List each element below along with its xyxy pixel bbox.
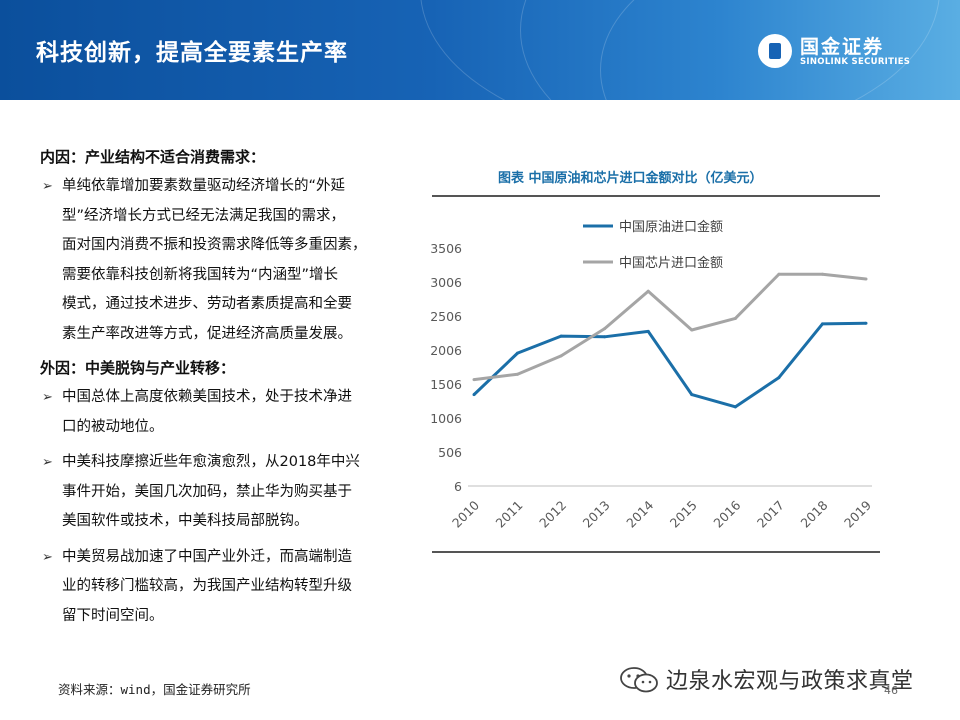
bullet-line: 模式，通过技术进步、劳动者素质提高和全要 bbox=[62, 296, 352, 312]
logo-name-en: SINOLINK SECURITIES bbox=[800, 57, 911, 67]
data-point bbox=[690, 393, 694, 397]
header-banner: 科技创新，提高全要素生产率 国金证券 SINOLINK SECURITIES bbox=[0, 0, 960, 100]
x-tick-label: 2010 bbox=[449, 497, 482, 530]
bullet-line: 单纯依靠增加要素数量驱动经济增长的“外延 bbox=[62, 178, 346, 194]
x-tick-label: 2017 bbox=[754, 498, 787, 531]
bullet-line: 事件开始，美国几次加码，禁止华为购买基于 bbox=[62, 483, 352, 500]
bullet-line: 美国软件或技术，中美科技局部脱钩。 bbox=[62, 513, 309, 529]
data-point bbox=[733, 316, 737, 320]
bullet-line: 中美贸易战加速了中国产业外迁，而高端制造 bbox=[62, 548, 352, 565]
data-point bbox=[777, 376, 781, 380]
bullet-line: 中美科技摩擦近些年愈演愈烈，从2018年中兴 bbox=[62, 454, 360, 470]
x-tick-label: 2015 bbox=[667, 498, 700, 531]
data-point bbox=[516, 372, 520, 376]
x-tick-label: 2011 bbox=[493, 498, 526, 531]
source-note: 资料来源：wind，国金证券研究所 bbox=[58, 682, 251, 697]
external-bullet: ➢ 中国总体上高度依赖美国技术，处于技术净进 口的被动地位。 bbox=[40, 383, 420, 442]
external-bullet: ➢ 中美科技摩擦近些年愈演愈烈，从2018年中兴 事件开始，美国几次加码，禁止华为购… bbox=[40, 448, 420, 537]
bullet-arrow-icon: ➢ bbox=[42, 179, 53, 194]
data-point bbox=[559, 334, 563, 338]
y-tick-label: 3506 bbox=[430, 241, 462, 256]
data-point bbox=[864, 277, 868, 281]
page-title: 科技创新，提高全要素生产率 bbox=[36, 40, 348, 66]
x-tick-label: 2012 bbox=[536, 498, 569, 531]
logo-name-cn: 国金证券 bbox=[800, 36, 885, 58]
y-tick-label: 3006 bbox=[430, 275, 462, 290]
data-point bbox=[820, 272, 824, 276]
chart-title: 图表 中国原油和芯片进口金额对比（亿美元） bbox=[498, 171, 763, 186]
y-tick-label: 2506 bbox=[430, 309, 462, 324]
data-point bbox=[603, 335, 607, 339]
data-point bbox=[777, 272, 781, 276]
data-point bbox=[472, 393, 476, 397]
data-point bbox=[864, 321, 868, 325]
bullet-line: 面对国内消费不振和投资需求降低等多重因素， bbox=[62, 237, 367, 253]
x-tick-label: 2019 bbox=[841, 497, 874, 530]
y-tick-label: 1006 bbox=[430, 411, 462, 426]
bullet-line: 口的被动地位。 bbox=[62, 418, 164, 435]
internal-bullet: ➢ 单纯依靠增加要素数量驱动经济增长的“外延 型”经济增长方式已经无法满足我国的需求… bbox=[40, 172, 420, 349]
x-tick-label: 2016 bbox=[710, 497, 743, 530]
x-tick-label: 2018 bbox=[797, 497, 830, 530]
bullet-line: 素生产率改进等方式，促进经济高质量发展。 bbox=[62, 325, 352, 342]
bullet-line: 业的转移门槛较高，为我国产业结构转型升级 bbox=[62, 578, 352, 594]
chart-top-rule bbox=[432, 195, 880, 197]
data-point bbox=[472, 378, 476, 382]
data-point bbox=[690, 328, 694, 332]
bullet-line: 需要依靠科技创新将我国转为“内涵型”增长 bbox=[62, 266, 339, 283]
data-point bbox=[646, 329, 650, 333]
chart-bottom-rule bbox=[432, 551, 880, 553]
y-tick-label: 506 bbox=[438, 445, 462, 460]
external-heading: 外因：中美脱钩与产业转移： bbox=[40, 359, 236, 377]
watermark-text: 边泉水宏观与政策求真堂 bbox=[666, 669, 914, 694]
bullet-arrow-icon: ➢ bbox=[42, 390, 53, 405]
page-number: 46 bbox=[884, 684, 898, 697]
y-tick-label: 1506 bbox=[430, 377, 462, 392]
y-tick-label: 6 bbox=[454, 479, 462, 494]
bullet-line: 型”经济增长方式已经无法满足我国的需求， bbox=[62, 207, 346, 224]
data-point bbox=[820, 322, 824, 326]
bullet-arrow-icon: ➢ bbox=[42, 549, 53, 565]
series-line-1 bbox=[472, 321, 867, 409]
data-point bbox=[559, 354, 563, 358]
wechat-icon bbox=[620, 667, 658, 693]
legend-label: 中国芯片进口金额 bbox=[619, 255, 723, 271]
internal-heading: 内因：产业结构不适合消费需求： bbox=[40, 148, 266, 166]
company-logo: 国金证券 SINOLINK SECURITIES bbox=[758, 30, 938, 74]
data-point bbox=[603, 327, 607, 331]
x-tick-label: 2014 bbox=[623, 497, 656, 530]
watermark: 边泉水宏观与政策求真堂 bbox=[618, 663, 938, 695]
series-line-2 bbox=[473, 272, 867, 382]
bullet-line: 留下时间空间。 bbox=[62, 607, 164, 624]
bullet-line: 中国总体上高度依赖美国技术，处于技术净进 bbox=[62, 389, 352, 405]
data-point bbox=[733, 405, 737, 409]
legend-label: 中国原油进口金额 bbox=[619, 219, 723, 235]
text-column: 内因：产业结构不适合消费需求： ➢ 单纯依靠增加要素数量驱动经济增长的“外延 型”经济… bbox=[40, 138, 420, 633]
data-point bbox=[516, 351, 520, 355]
x-tick-label: 2013 bbox=[580, 498, 613, 531]
bullet-arrow-icon: ➢ bbox=[42, 455, 53, 470]
data-point bbox=[646, 289, 650, 293]
external-bullet: ➢ 中美贸易战加速了中国产业外迁，而高端制造 业的转移门槛较高，为我国产业结构转型升… bbox=[40, 543, 420, 632]
y-tick-label: 2006 bbox=[430, 343, 462, 358]
logo-icon bbox=[758, 34, 792, 68]
